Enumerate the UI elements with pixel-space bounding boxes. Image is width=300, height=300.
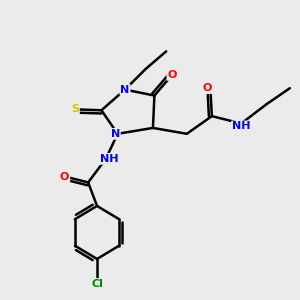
Text: O: O (203, 83, 212, 93)
Text: O: O (167, 70, 177, 80)
Text: Cl: Cl (91, 279, 103, 289)
Text: N: N (120, 85, 130, 94)
Text: N: N (111, 129, 120, 139)
Text: NH: NH (100, 154, 118, 164)
Text: NH: NH (232, 122, 250, 131)
Text: O: O (60, 172, 69, 182)
Text: S: S (71, 104, 79, 114)
